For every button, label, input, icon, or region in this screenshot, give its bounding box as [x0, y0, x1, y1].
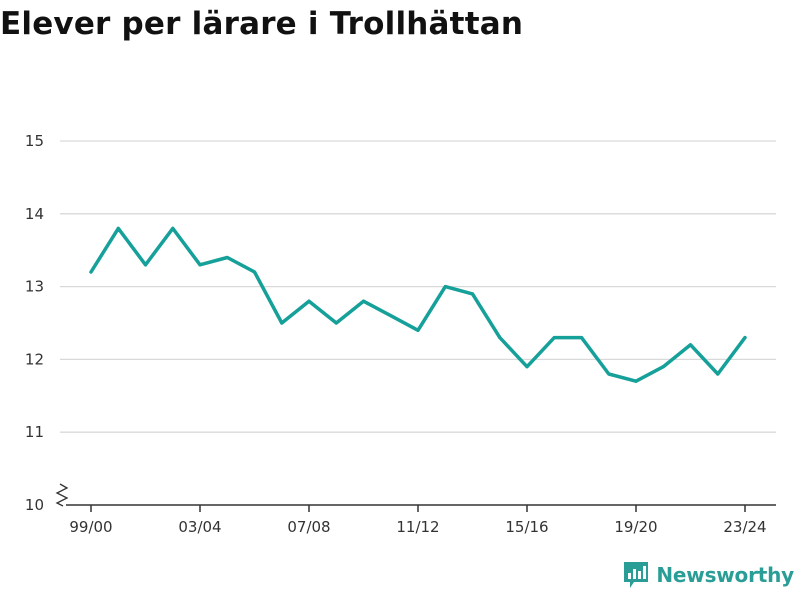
data-point	[307, 299, 311, 303]
bar-chart-speech-bubble-icon	[624, 562, 649, 588]
data-point	[552, 336, 556, 340]
data-point	[634, 379, 638, 383]
data-point	[362, 299, 365, 303]
axes	[55, 483, 776, 507]
data-point	[743, 336, 747, 340]
data-point	[689, 343, 692, 347]
series-line	[89, 226, 747, 383]
data-point	[225, 255, 229, 259]
data-point	[471, 292, 474, 296]
data-point	[89, 270, 93, 274]
x-tick-label: 07/08	[287, 518, 330, 536]
chart-title: Elever per lärare i Trollhättan	[0, 6, 524, 42]
data-point	[416, 328, 420, 332]
data-point	[171, 226, 175, 230]
data-point	[389, 314, 393, 318]
data-point	[280, 321, 284, 325]
x-tick-label: 99/00	[69, 518, 112, 536]
y-tick-label: 11	[25, 423, 44, 441]
x-tick-label: 19/20	[614, 518, 657, 536]
x-tick-labels: 99/00 03/04 07/08 11/12 15/16 19/20 23/24	[69, 505, 767, 536]
y-tick-label: 13	[25, 278, 44, 296]
data-point	[580, 336, 583, 340]
gridlines	[60, 140, 776, 433]
data-point	[144, 263, 147, 267]
y-tick-label: 15	[25, 132, 44, 150]
data-point	[116, 226, 120, 230]
axis-break-icon	[55, 483, 69, 507]
data-point	[716, 372, 720, 376]
brand-name: Newsworthy	[656, 563, 794, 587]
data-point	[443, 285, 447, 289]
brand-logo: Newsworthy	[622, 560, 794, 590]
data-point	[661, 365, 665, 369]
data-point	[498, 336, 502, 340]
y-tick-label: 14	[25, 205, 44, 223]
data-point	[253, 270, 256, 274]
x-tick-label: 23/24	[723, 518, 766, 536]
y-tick-label: 10	[25, 496, 44, 514]
data-point	[525, 365, 529, 369]
y-tick-labels: 10 11 12 13 14 15	[25, 132, 44, 514]
x-tick-label: 03/04	[178, 518, 221, 536]
y-tick-label: 12	[25, 350, 44, 368]
x-tick-label: 15/16	[505, 518, 548, 536]
data-point	[198, 263, 202, 267]
data-point	[334, 321, 338, 325]
series-layer	[89, 226, 747, 383]
data-point	[607, 372, 611, 376]
x-tick-label: 11/12	[396, 518, 439, 536]
